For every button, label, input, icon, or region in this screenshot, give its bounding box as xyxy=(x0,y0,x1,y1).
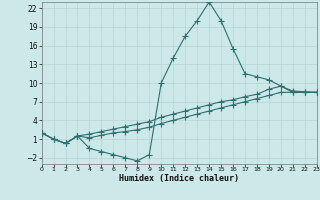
X-axis label: Humidex (Indice chaleur): Humidex (Indice chaleur) xyxy=(119,174,239,183)
